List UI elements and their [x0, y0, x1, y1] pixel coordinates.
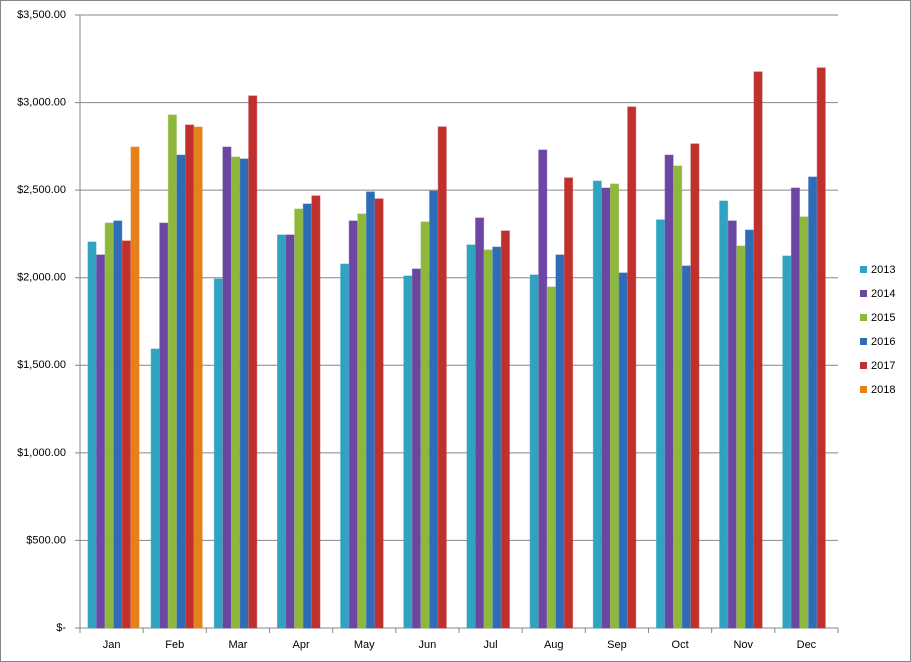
legend-swatch — [860, 338, 867, 345]
y-tick-label: $2,000.00 — [17, 272, 66, 284]
bar — [466, 244, 476, 629]
bar — [690, 143, 700, 629]
bar — [727, 220, 737, 629]
bar — [744, 229, 754, 629]
bar — [222, 146, 232, 629]
legend-swatch — [860, 266, 867, 273]
x-tick-label: Jan — [103, 639, 121, 651]
bar — [564, 177, 574, 629]
bar — [492, 246, 502, 629]
x-tick-label: Dec — [797, 639, 817, 651]
bar — [411, 268, 421, 629]
bar — [483, 249, 493, 629]
bar — [475, 217, 485, 629]
y-tick-label: $1,000.00 — [17, 447, 66, 459]
bar — [365, 191, 375, 629]
x-tick-label: Feb — [165, 639, 184, 651]
legend-swatch — [860, 290, 867, 297]
legend-label: 2015 — [871, 312, 895, 324]
bar — [403, 275, 413, 629]
bar — [529, 274, 539, 629]
bar — [193, 126, 203, 629]
x-tick-label: Oct — [672, 639, 689, 651]
legend-label: 2013 — [871, 264, 895, 276]
bar — [546, 286, 556, 629]
y-tick-label: $3,000.00 — [17, 96, 66, 108]
bar — [601, 187, 611, 629]
legend-label: 2016 — [871, 336, 895, 348]
bar — [555, 254, 565, 629]
x-tick-label: Jun — [419, 639, 437, 651]
bar — [736, 245, 746, 629]
bar — [357, 213, 367, 629]
legend-label: 2018 — [871, 384, 895, 396]
bar — [753, 71, 763, 629]
bar — [592, 180, 602, 629]
bar — [374, 198, 384, 629]
legend-swatch — [860, 314, 867, 321]
legend-label: 2014 — [871, 288, 895, 300]
bar — [681, 265, 691, 629]
bar — [420, 221, 430, 629]
bar — [808, 176, 818, 629]
x-tick-label: Apr — [293, 639, 310, 651]
bar — [348, 220, 358, 629]
bar — [159, 222, 169, 629]
bar — [799, 216, 809, 629]
bar — [790, 187, 800, 629]
bar — [176, 154, 186, 629]
bar — [782, 255, 792, 629]
y-tick-label: $2,500.00 — [17, 184, 66, 196]
x-tick-label: May — [354, 639, 375, 651]
legend-label: 2017 — [871, 360, 895, 372]
bar — [627, 106, 637, 629]
bar — [87, 241, 97, 629]
bar — [96, 254, 106, 629]
bar — [294, 208, 304, 629]
bar — [277, 234, 286, 629]
bar — [311, 195, 321, 629]
bar — [150, 348, 160, 629]
bar — [213, 278, 223, 629]
bar — [104, 222, 114, 629]
bar — [664, 154, 674, 629]
y-tick-label: $3,500.00 — [17, 9, 66, 21]
bar — [610, 183, 620, 629]
bar — [248, 95, 258, 629]
bar — [130, 146, 140, 629]
bar — [285, 234, 295, 629]
bar — [121, 240, 131, 629]
x-tick-label: Jul — [484, 639, 498, 651]
y-tick-label: $- — [56, 622, 66, 634]
bar — [231, 156, 241, 629]
legend-swatch — [860, 362, 867, 369]
x-tick-label: Sep — [607, 639, 627, 651]
bar — [656, 219, 665, 629]
bar — [673, 165, 683, 629]
bar — [500, 230, 510, 629]
bar — [719, 200, 729, 629]
bar — [538, 149, 548, 629]
bar — [239, 158, 249, 629]
bar — [113, 220, 123, 629]
x-tick-label: Nov — [733, 639, 753, 651]
bar — [167, 114, 177, 629]
y-tick-label: $500.00 — [26, 534, 66, 546]
bar — [437, 126, 447, 629]
legend-swatch — [860, 386, 867, 393]
bar — [429, 190, 439, 629]
y-tick-label: $1,500.00 — [17, 359, 66, 371]
bar — [185, 124, 195, 629]
bar — [340, 263, 350, 629]
x-tick-label: Aug — [544, 639, 564, 651]
x-tick-label: Mar — [228, 639, 247, 651]
bar — [302, 203, 312, 629]
bar — [816, 67, 826, 629]
bar — [618, 272, 628, 629]
